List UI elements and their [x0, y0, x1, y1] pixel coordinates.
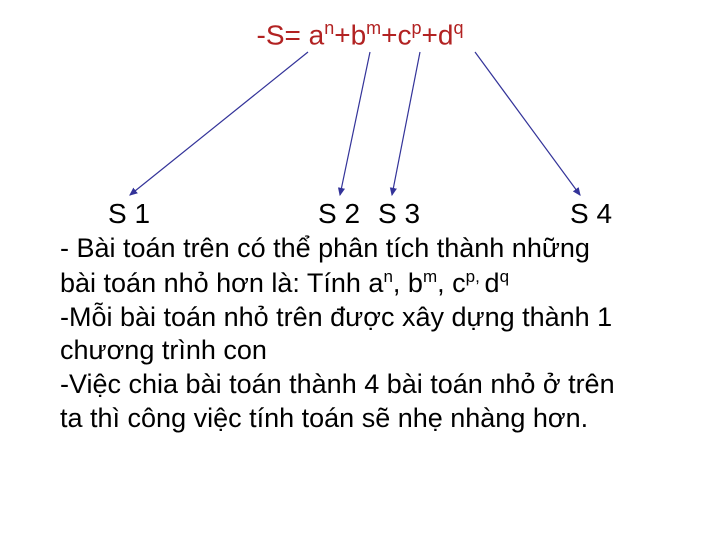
exp-p: p, — [466, 267, 485, 286]
label-s1: S 1 — [108, 198, 150, 230]
line2c: , c — [437, 268, 466, 298]
label-s3: S 3 — [378, 198, 420, 230]
line1: - Bài toán trên có thể phân tích thành n… — [60, 233, 590, 263]
exp-n: n — [383, 267, 392, 286]
line2a: bài toán nhỏ hơn là: Tính a — [60, 268, 383, 298]
line5: -Việc chia bài toán thành 4 bài toán nhỏ… — [60, 369, 615, 399]
line2d: d — [485, 268, 500, 298]
exp-q: q — [500, 267, 509, 286]
line2b: , b — [393, 268, 423, 298]
line3: -Mỗi bài toán nhỏ trên được xây dựng thà… — [60, 302, 612, 332]
line6: ta thì công việc tính toán sẽ nhẹ nhàng … — [60, 403, 588, 433]
body-paragraph: - Bài toán trên có thể phân tích thành n… — [60, 232, 680, 436]
exp-m: m — [423, 267, 437, 286]
line4: chương trình con — [60, 335, 267, 365]
label-s4: S 4 — [570, 198, 612, 230]
label-s2: S 2 — [318, 198, 360, 230]
